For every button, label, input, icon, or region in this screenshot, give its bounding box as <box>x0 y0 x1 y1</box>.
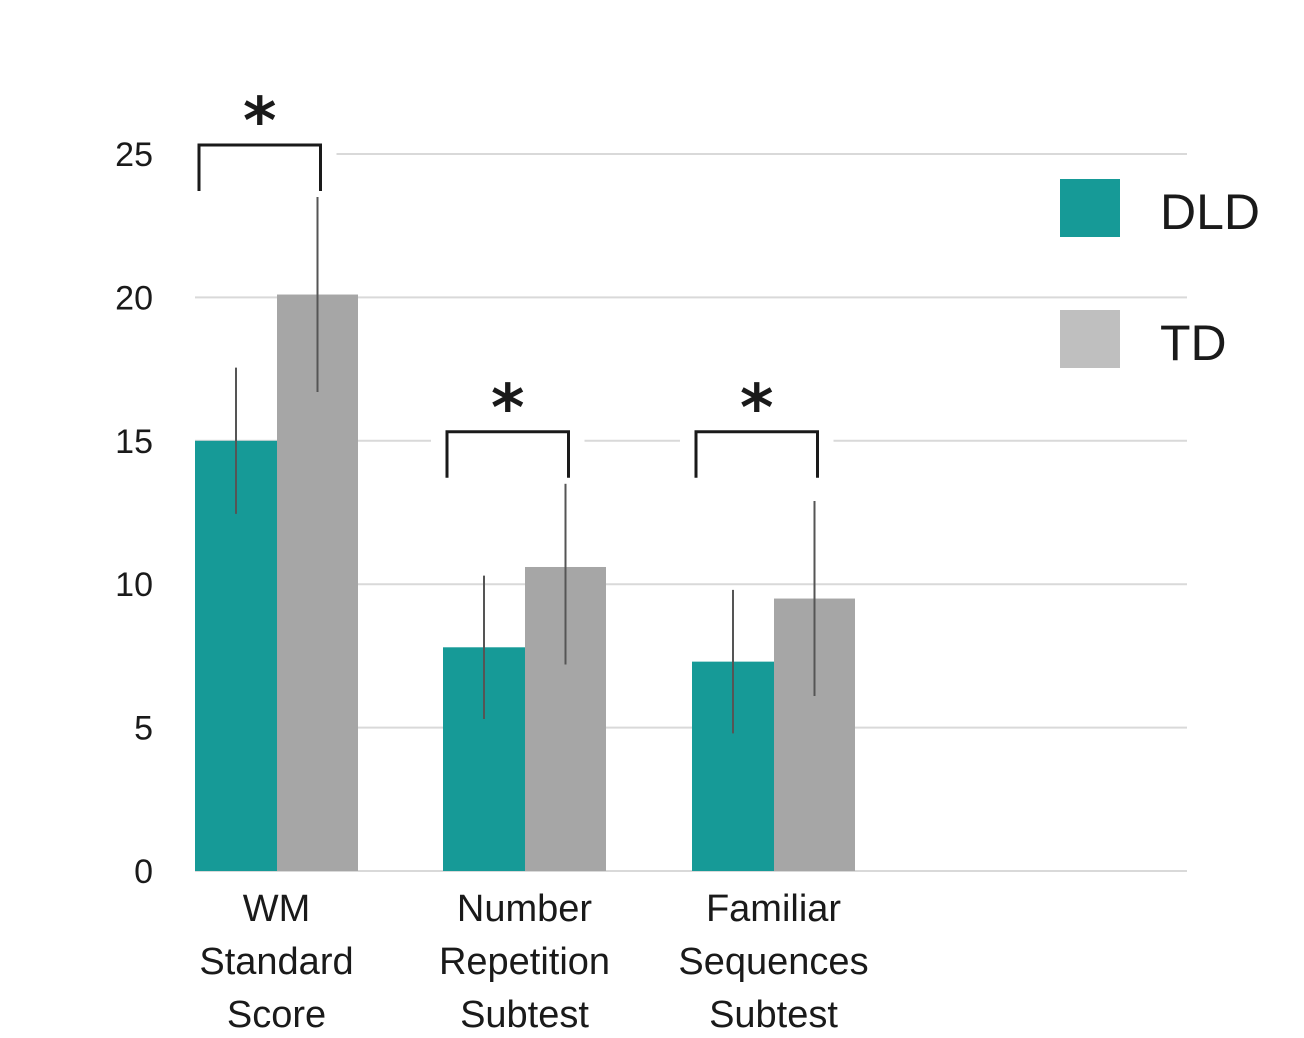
significance-bracket <box>197 143 322 191</box>
x-tick-label-line: Subtest <box>460 994 589 1036</box>
legend: DLD TD <box>1060 179 1260 371</box>
y-tick-label: 5 <box>134 710 153 748</box>
x-tick-label: WM Standard Score <box>199 888 353 1036</box>
significance-bracket-mask <box>680 425 834 484</box>
x-tick-label: Number Repetition Subtest <box>439 888 610 1036</box>
y-tick-label: 0 <box>134 853 153 891</box>
y-tick-label: 25 <box>115 136 153 174</box>
x-tick-label-line: Number <box>457 888 592 930</box>
y-tick-label: 20 <box>115 279 153 317</box>
x-tick-label-line: Sequences <box>678 941 868 983</box>
legend-label-dld: DLD <box>1160 184 1260 240</box>
x-tick-label-line: Score <box>227 994 326 1036</box>
y-tick-label: 15 <box>115 423 153 461</box>
significance-markers: * * * <box>183 85 834 484</box>
x-tick-label: Familiar Sequences Subtest <box>678 888 868 1036</box>
significance-asterisk: * <box>243 85 276 159</box>
x-tick-label-line: Standard <box>199 941 353 983</box>
y-tick-label: 10 <box>115 566 153 604</box>
significance-bracket-mask <box>183 139 337 197</box>
gridlines <box>195 153 1187 872</box>
significance-asterisk: * <box>491 372 524 446</box>
significance-bracket <box>445 430 570 478</box>
error-bars <box>235 197 816 734</box>
x-tick-label-line: Repetition <box>439 941 610 983</box>
significance-asterisk: * <box>740 372 773 446</box>
significance-bracket-mask <box>431 425 585 484</box>
legend-swatch-dld <box>1060 179 1120 237</box>
x-tick-label-line: WM <box>243 888 311 930</box>
legend-label-td: TD <box>1160 315 1227 371</box>
x-tick-label-line: Familiar <box>706 888 841 930</box>
x-tick-label-line: Subtest <box>709 994 838 1036</box>
y-axis: 0 5 10 15 20 25 <box>115 136 153 891</box>
significance-bracket <box>694 430 819 478</box>
legend-swatch-td <box>1060 310 1120 368</box>
